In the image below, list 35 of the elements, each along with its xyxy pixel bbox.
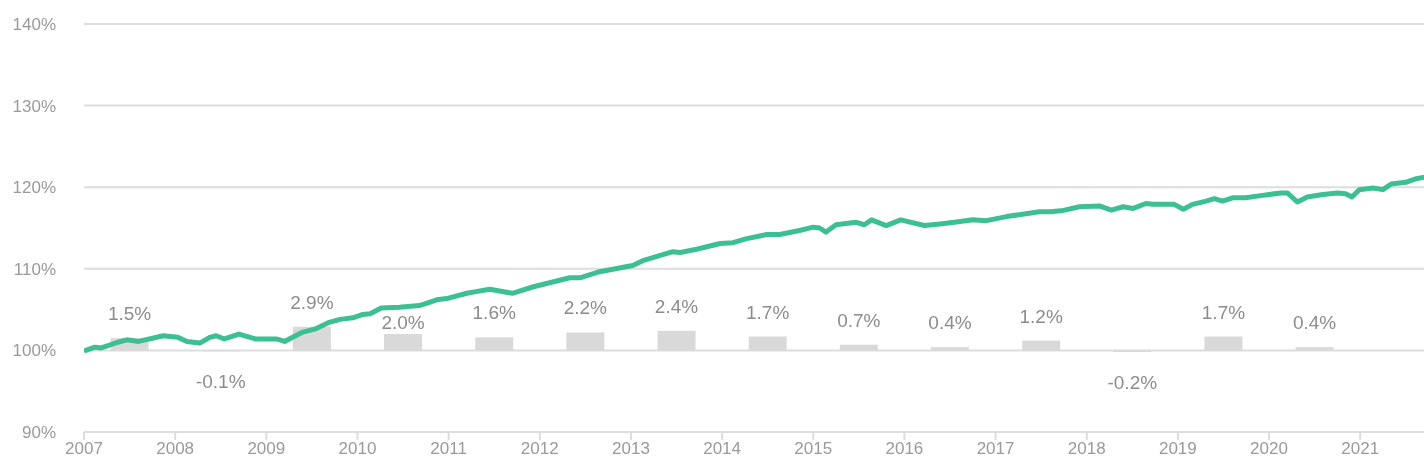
x-tick-label: 2018 (1067, 439, 1106, 459)
data-label: 1.5% (107, 303, 152, 325)
x-tick-label: 2014 (703, 439, 742, 459)
data-label: 1.7% (1201, 301, 1246, 323)
data-label: 1.7% (746, 301, 790, 323)
data-label: 2.0% (381, 312, 425, 334)
y-tick-label: 130% (12, 96, 56, 116)
data-label: 1.2% (1019, 305, 1063, 327)
x-tick-label: 2015 (794, 439, 833, 459)
y-tick-label: 90% (21, 423, 56, 443)
data-label: 0.7% (837, 309, 881, 331)
data-label: 1.6% (472, 302, 516, 324)
x-tick-label: 2017 (976, 439, 1015, 459)
x-tick-label: 2019 (1158, 439, 1197, 459)
data-label: 2.4% (654, 295, 699, 317)
x-tick-label: 2011 (430, 439, 467, 459)
y-tick-label: 140% (12, 15, 56, 35)
x-tick-label: 2016 (885, 439, 924, 459)
x-tick-label: 2013 (612, 439, 650, 459)
y-tick-label: 110% (13, 259, 56, 279)
x-tick-label: 2010 (338, 439, 377, 459)
x-tick-label: 2012 (520, 439, 559, 459)
x-tick-label: 2009 (247, 439, 286, 459)
data-label: 2.2% (563, 297, 608, 319)
y-tick-label: 120% (12, 178, 56, 198)
y-tick-label: 100% (12, 341, 56, 361)
data-label: -0.1% (195, 371, 246, 393)
x-tick-label: 2020 (1250, 439, 1288, 459)
x-tick-label: 2008 (156, 439, 195, 459)
x-tick-label: 2007 (65, 439, 103, 459)
data-label: 0.4% (928, 312, 972, 334)
data-label: -0.2% (1107, 372, 1158, 394)
x-tick-label: 2021 (1341, 439, 1380, 459)
data-label: 0.4% (1292, 312, 1337, 334)
data-label: 2.9% (290, 291, 334, 313)
